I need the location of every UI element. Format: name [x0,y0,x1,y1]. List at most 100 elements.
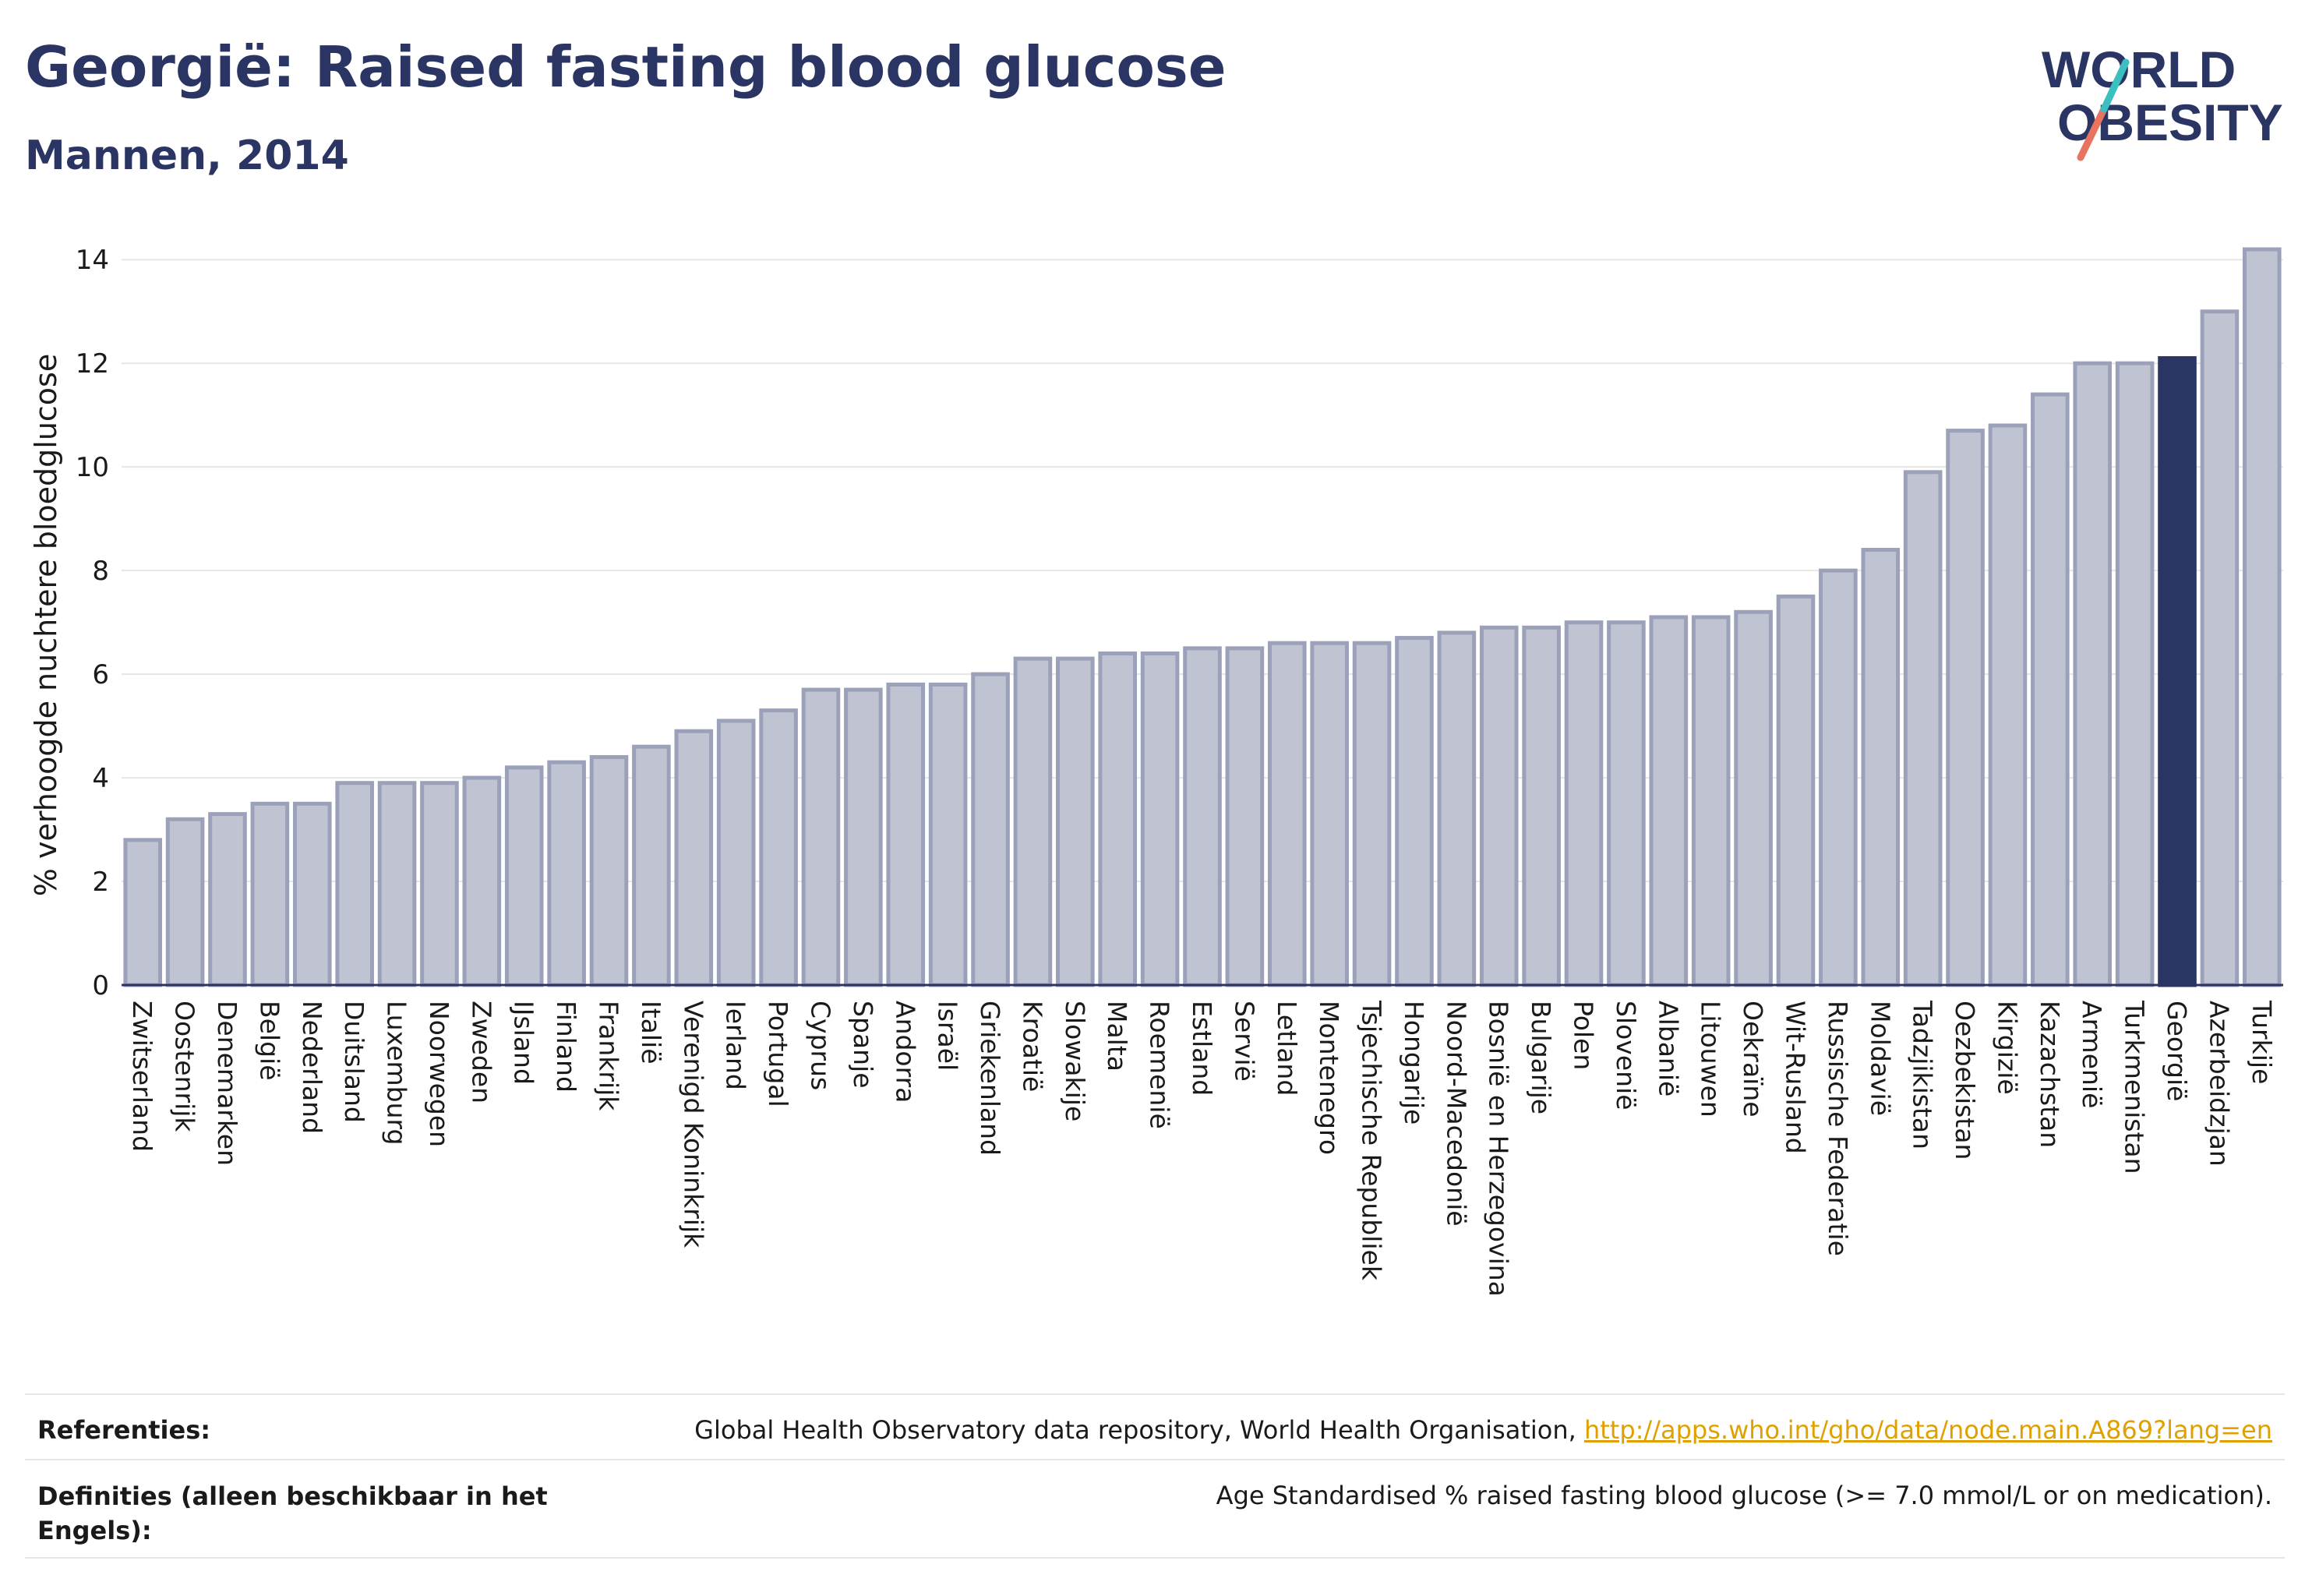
bar [1861,548,1901,987]
y-tick-label: 14 [76,245,109,276]
x-tick-label: Slovenië [1611,1001,1641,1110]
x-tick-labels: Zwitserland Oostenrijk Denemarken België Ned… [127,1000,2277,1297]
x-tick-label: Polen [1569,1001,1599,1070]
x-tick-label: Slowakije [1060,1001,1090,1121]
y-tick-label: 0 [92,970,109,1001]
bar [716,719,756,987]
bar [1903,470,1943,987]
x-tick-label: Noorwegen [424,1001,454,1147]
x-tick-label: Kazachstan [2035,1001,2065,1148]
definitions-value: Age Standardised % raised fasting blood … [1216,1481,2272,1510]
x-tick-label: Tsjechische Republiek [1357,1000,1387,1281]
references-label: Referenties: [37,1415,211,1445]
x-tick-label: Tadzjikistan [1908,1000,1938,1149]
x-tick-label: Moldavië [1865,1001,1895,1116]
x-tick-label: Andorra [890,1001,920,1103]
x-tick-label: Portugal [763,1001,793,1107]
bar [292,801,332,987]
bar [208,812,247,987]
x-tick-label: Georgië [2162,1001,2192,1101]
x-tick-label: Italië [636,1001,666,1065]
x-tick-label: Ierland [721,1001,751,1090]
bar [462,775,502,987]
bar [886,682,926,987]
y-tick-label: 4 [92,763,109,794]
x-tick-label: Zweden [466,1001,496,1103]
x-tick-label: Oostenrijk [170,1001,200,1132]
bar [2031,392,2070,987]
x-tick-label: Kroatië [1017,1001,1047,1092]
x-tick-label: Frankrijk [594,1001,624,1111]
bar [2115,361,2155,987]
y-tick-label: 12 [76,348,109,380]
x-tick-label: Denemarken [212,1001,242,1166]
y-axis-label: % verhoogde nuchtere bloedglucose [29,354,63,896]
definitions-label-line1: Definities (alleen beschikbaar in het [37,1481,548,1511]
x-tick-label: Israël [933,1001,963,1071]
y-tick-label: 6 [92,659,109,690]
x-tick-label: Malta [1102,1001,1132,1072]
bar [2243,247,2282,987]
bar [1691,615,1731,987]
bar [1479,625,1519,987]
bar [1607,620,1646,987]
x-tick-label: Russische Federatie [1823,1001,1853,1256]
x-tick-label: Zwitserland [127,1001,157,1152]
bar [1395,636,1434,987]
x-tick-label: Verenigd Koninkrijk [678,1001,708,1248]
definitions-row: Definities (alleen beschikbaar in het En… [25,1459,2285,1559]
references-value: Global Health Observatory data repositor… [694,1415,2272,1445]
x-tick-label: Turkmenistan [2120,1000,2150,1174]
bar [674,729,714,987]
x-tick-label: Kirgizië [1992,1001,2022,1095]
bar [1310,641,1349,987]
bar [1056,656,1095,987]
bar [1183,646,1222,987]
references-row: Referenties: Global Health Observatory d… [25,1393,2285,1460]
bar [1946,429,1985,987]
chart-title: Georgië: Raised fasting blood glucose [25,34,1227,100]
bar-highlight [2158,356,2197,987]
x-tick-label: België [254,1001,284,1081]
x-tick-label: Estland [1187,1001,1217,1096]
bar [1649,615,1689,987]
x-tick-label: Litouwen [1696,1001,1726,1118]
x-tick-label: Noord-Macedonië [1441,1001,1471,1227]
x-tick-label: Oekraïne [1738,1001,1768,1118]
bars [123,247,2282,987]
y-tick-label: 10 [76,452,109,483]
bar [1522,625,1561,987]
y-tick-label: 2 [92,867,109,898]
x-tick-label: Cyprus [805,1001,835,1090]
y-tick-labels: 0 2 4 6 8 10 12 14 [76,245,109,1001]
bar [377,781,417,987]
bar [1140,651,1180,987]
x-tick-label: Turkije [2247,1000,2277,1084]
world-obesity-logo: WORLD OBESITY [2042,41,2283,161]
bar [123,838,162,987]
bar [589,754,629,987]
bar [1564,620,1604,987]
x-tick-label: Oezbekistan [1950,1001,1980,1160]
x-tick-label: Letland [1272,1001,1302,1096]
logo-slash-red [2077,105,2108,161]
x-tick-label: Wit-Rusland [1780,1001,1810,1154]
bar [1352,641,1392,987]
x-tick-label: Bosnië en Herzegovina [1484,1001,1514,1297]
bar [1437,630,1477,987]
references-link[interactable]: http://apps.who.int/gho/data/node.main.A… [1583,1415,2272,1445]
bar [1988,423,2028,987]
bar [971,672,1010,987]
x-tick-label: Servië [1229,1001,1259,1082]
bar [165,817,205,987]
bar [1734,609,1773,987]
bar [1098,651,1138,987]
bar [759,708,798,987]
x-tick-label: Azerbeidzjan [2204,1001,2234,1167]
bar [928,682,968,987]
definitions-label-line2: Engels): [37,1516,152,1545]
x-tick-label: Hongarije [1399,1001,1429,1125]
x-tick-label: Duitsland [339,1001,369,1123]
x-tick-label: Bulgarije [1526,1001,1556,1114]
x-tick-label: Luxemburg [382,1001,412,1145]
